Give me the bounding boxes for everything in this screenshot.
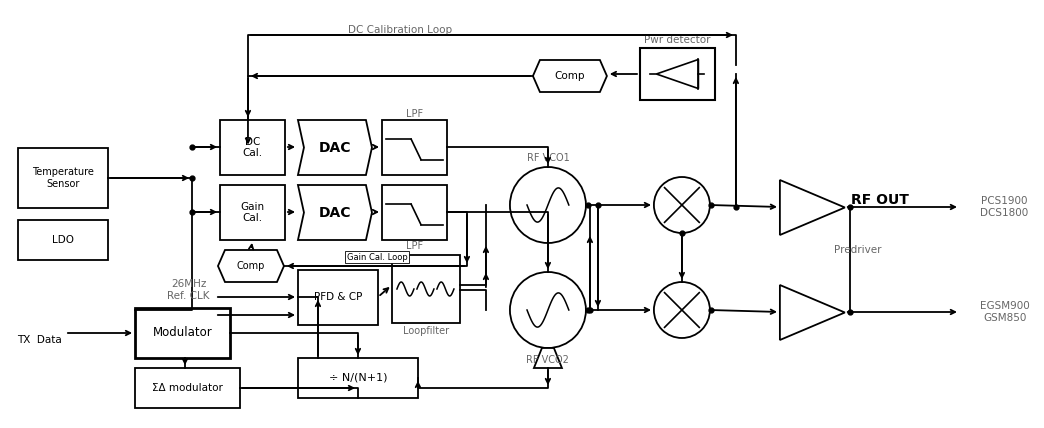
- Text: Gain Cal. Loop: Gain Cal. Loop: [347, 253, 408, 262]
- Text: DC Calibration Loop: DC Calibration Loop: [348, 25, 452, 35]
- Text: DAC: DAC: [318, 205, 351, 220]
- Bar: [298, 358, 418, 398]
- Text: Comp: Comp: [554, 71, 586, 81]
- Text: RF VCO2: RF VCO2: [526, 355, 569, 365]
- Text: Gain
Cal.: Gain Cal.: [240, 202, 264, 223]
- Text: Temperature
Sensor: Temperature Sensor: [32, 167, 94, 189]
- Bar: [135, 308, 230, 358]
- Text: PCS1900
DCS1800: PCS1900 DCS1800: [980, 196, 1028, 218]
- Bar: [382, 185, 447, 240]
- Text: DAC: DAC: [318, 140, 351, 155]
- Polygon shape: [780, 285, 845, 340]
- Text: RF OUT: RF OUT: [851, 193, 909, 207]
- Text: ΣΔ modulator: ΣΔ modulator: [152, 383, 223, 393]
- Bar: [220, 120, 285, 175]
- Text: Loopfilter: Loopfilter: [403, 326, 449, 336]
- Text: ÷ N/(N+1): ÷ N/(N+1): [329, 373, 387, 383]
- Bar: [18, 220, 108, 260]
- Text: Pwr detector: Pwr detector: [644, 35, 711, 45]
- Polygon shape: [298, 120, 372, 175]
- Text: 26MHz
Ref. CLK: 26MHz Ref. CLK: [167, 279, 210, 301]
- Bar: [298, 270, 378, 325]
- Text: DC
Cal.: DC Cal.: [242, 137, 262, 158]
- Text: TX  Data: TX Data: [18, 335, 62, 345]
- Polygon shape: [780, 180, 845, 235]
- Text: LDO: LDO: [52, 235, 74, 245]
- Text: PFD & CP: PFD & CP: [314, 292, 362, 303]
- Polygon shape: [218, 250, 284, 282]
- Text: Modulator: Modulator: [152, 327, 212, 339]
- Polygon shape: [657, 59, 698, 89]
- Polygon shape: [298, 185, 372, 240]
- Text: RF VCO1: RF VCO1: [526, 153, 569, 163]
- Bar: [392, 255, 460, 323]
- Text: Predriver: Predriver: [834, 245, 881, 255]
- Text: Comp: Comp: [237, 261, 265, 271]
- Bar: [640, 48, 715, 100]
- Bar: [135, 368, 240, 408]
- Polygon shape: [532, 60, 607, 92]
- Polygon shape: [533, 348, 562, 368]
- Bar: [18, 148, 108, 208]
- Bar: [220, 185, 285, 240]
- Bar: [382, 120, 447, 175]
- Text: EGSM900
GSM850: EGSM900 GSM850: [980, 301, 1029, 323]
- Text: LPF: LPF: [406, 109, 423, 119]
- Text: LPF: LPF: [406, 241, 423, 251]
